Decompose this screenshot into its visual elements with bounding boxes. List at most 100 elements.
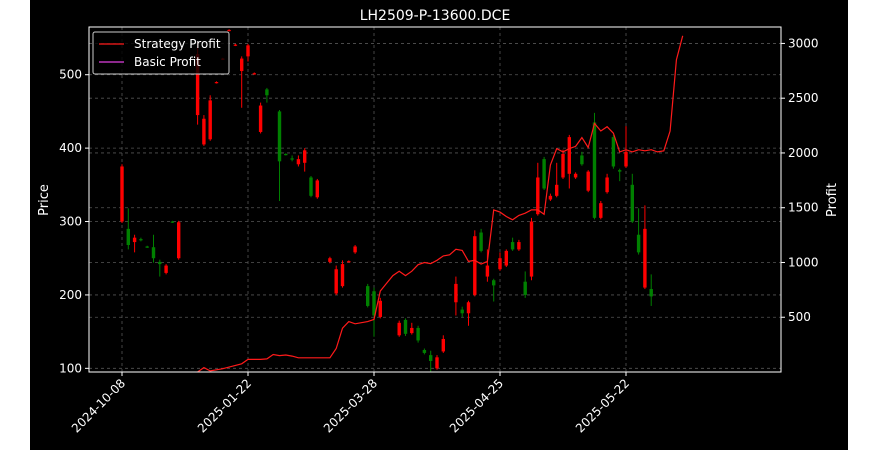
candle-body [636,234,641,253]
candle-body [498,258,502,270]
candle-body [504,250,508,266]
candle-body [643,228,647,288]
left-tick-label: 200 [59,288,82,302]
candle-body [340,264,345,287]
left-tick-label: 400 [59,141,82,155]
candle-body [605,177,609,193]
candle-body [378,300,382,317]
candle-body [139,239,143,241]
candlesticks [120,29,653,372]
candle-body [592,122,597,218]
legend: Strategy Profit Basic Profit [92,31,230,75]
candle-body [618,170,622,172]
candle-body [372,291,376,316]
candle-body [208,100,212,140]
candle-body [120,166,124,222]
candle-body [599,203,603,218]
candle-body [353,246,357,253]
candle-body [277,111,282,162]
candle-body [586,171,590,191]
candle-body [529,221,534,277]
candle-body [258,105,263,132]
candle-body [177,222,181,259]
legend-label-strategy: Strategy Profit [134,37,221,51]
candle-body [479,232,483,251]
left-price-axis: 100 200 300 400 500 [59,68,89,375]
grid-lines [89,27,781,372]
candle-body [284,153,288,156]
candle-body [466,302,471,314]
figure-background: 100 200 300 400 500 500 1000 1500 2000 2500 3000 … [30,0,848,450]
candle-body [303,150,307,163]
right-axis-label: Profit [825,183,840,217]
right-tick-label: 2000 [788,146,819,160]
x-tick-label: 2025-01-22 [195,376,254,435]
candle-body [158,261,162,265]
candle-body [542,159,546,189]
candle-body [523,281,527,295]
candle-body [164,265,168,273]
profit-lines [196,35,684,372]
legend-box [92,31,230,75]
candle-body [561,153,565,178]
candle-body [624,151,628,167]
right-tick-label: 3000 [788,36,819,50]
candle-body [649,289,653,297]
left-axis-label: Price [37,184,52,216]
candle-body [347,261,351,263]
candle-body [492,280,496,286]
candle-body [397,322,401,336]
candle-body [315,180,319,198]
right-tick-label: 500 [788,310,811,324]
candle-body [460,309,464,314]
candle-body [555,184,559,196]
chart-title: LH2509-P-13600.DCE [360,8,511,24]
candle-body [265,89,269,96]
candle-body [441,338,445,352]
right-tick-label: 2500 [788,91,819,105]
candle-body [202,118,206,145]
candle-body [454,283,458,303]
candle-body [334,269,338,294]
candle-body [536,177,540,215]
candle-body [195,54,200,116]
candle-body [132,237,137,243]
candle-body [611,137,616,167]
x-tick-label: 2025-04-25 [447,376,506,435]
candle-body [510,242,515,250]
candle-body [567,137,571,174]
left-tick-label: 100 [59,361,82,375]
candle-body [422,349,427,353]
candle-body [126,228,130,246]
candle-body [252,73,256,75]
candle-body [410,327,414,334]
x-date-axis: 2024-10-08 2025-01-22 2025-03-28 2025-04-25… [69,372,632,435]
plot-area-border [88,26,782,373]
candle-body [517,242,521,250]
right-tick-label: 1500 [788,201,819,215]
candle-body [548,195,553,200]
candle-body [328,258,332,262]
candle-body [214,82,219,84]
candle-body [580,155,584,165]
candle-body [290,158,294,160]
strategy-profit-line [196,35,684,372]
candle-body [227,29,231,32]
candle-body [416,327,420,341]
candle-body [403,319,408,334]
candle-body [240,58,244,72]
candle-body [309,177,313,196]
left-tick-label: 300 [59,215,82,229]
candle-body [145,246,149,248]
candle-body [151,247,156,259]
candle-body [435,357,439,369]
candle-body [630,184,634,222]
x-tick-label: 2025-05-22 [573,376,632,435]
candle-body [429,355,433,361]
candle-body [170,221,175,223]
x-tick-label: 2025-03-28 [321,376,380,435]
right-profit-axis: 500 1000 1500 2000 2500 3000 [781,36,819,324]
candle-body [485,265,490,277]
